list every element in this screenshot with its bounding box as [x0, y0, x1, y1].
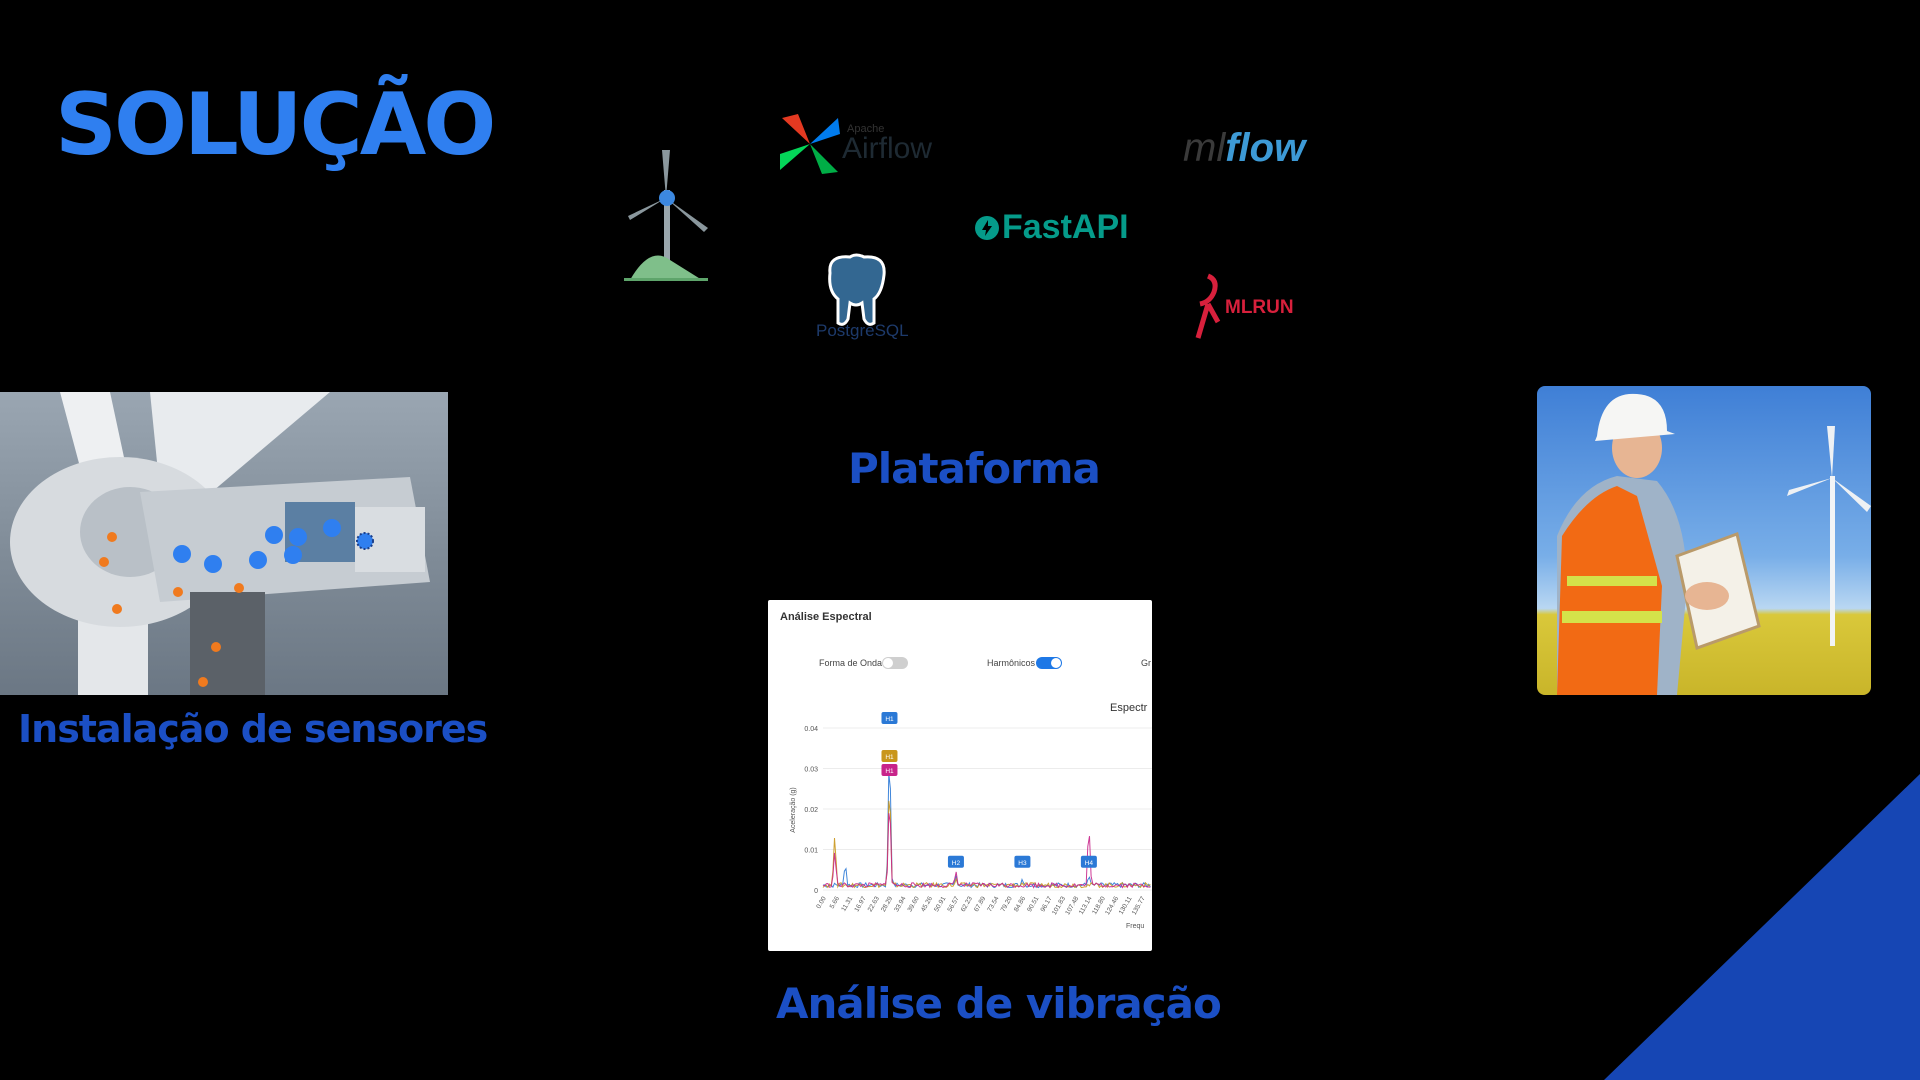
- sensor-dots-blue: [173, 519, 374, 573]
- sensor-dot: [249, 551, 267, 569]
- corner-triangle: [1604, 774, 1920, 1080]
- harmonic-marker: [881, 712, 898, 724]
- harmonic-marker: [1080, 855, 1097, 868]
- spectrum-chart: 0.04 0.03 0.02 0.01 0 Aceleração (g) 0.00 5.66 1…: [790, 712, 1152, 930]
- x-tick-label: 16.97: [853, 895, 867, 913]
- x-tick-label: 90.51: [1026, 895, 1040, 913]
- x-tick-label: 22.63: [867, 895, 881, 913]
- fastapi-logo-text: FastAPI: [1002, 208, 1129, 246]
- y-tick-label: 0: [814, 888, 818, 895]
- sensor-dot: [234, 583, 244, 593]
- x-tick-label: 62.23: [960, 895, 974, 913]
- sensor-dot: [112, 604, 122, 614]
- sensor-dot: [211, 642, 221, 652]
- sensor-dot: [173, 587, 183, 597]
- harmonic-marker: [947, 855, 964, 868]
- wind-turbine-logo: [620, 150, 712, 285]
- turbine-nacelle-image: [0, 392, 448, 695]
- nacelle-illustration: [10, 392, 430, 695]
- sensor-dot: [356, 532, 374, 550]
- x-tick-label: 135.77: [1131, 895, 1147, 916]
- platform-section-label: Plataforma: [848, 444, 1101, 493]
- mlflow-logo-ml: ml: [1183, 126, 1226, 170]
- y-tick-label: 0.01: [804, 848, 818, 855]
- x-tick-label: 0.00: [815, 895, 828, 910]
- sensor-dot: [284, 546, 302, 564]
- mlflow-logo: mlflow: [1183, 128, 1305, 168]
- sensor-dots-orange: [99, 532, 244, 687]
- toggle-harmonics[interactable]: [1036, 657, 1062, 669]
- toggle-knob: [883, 658, 893, 668]
- airflow-logo-text: Airflow: [842, 132, 933, 165]
- x-tick-label: 84.86: [1013, 895, 1027, 913]
- x-tick-label: 45.26: [920, 895, 934, 913]
- sensor-dot: [99, 557, 109, 567]
- series-line: [822, 773, 1151, 889]
- airflow-pinwheel-icon: [778, 112, 842, 176]
- slide-title: SOLUÇÃO: [55, 75, 496, 175]
- harmonic-marker: [881, 764, 898, 776]
- x-tick-label: 73.54: [986, 895, 1000, 913]
- airflow-logo-subtext: Apache: [847, 123, 885, 135]
- series-line: [822, 800, 1151, 889]
- sensor-dot: [107, 532, 117, 542]
- sensor-dot: [323, 519, 341, 537]
- postgresql-logo-text: PostgreSQL: [816, 321, 909, 340]
- sensor-dot: [204, 555, 222, 573]
- fastapi-bolt-icon: [975, 216, 999, 240]
- harmonic-marker-label: H1: [885, 768, 894, 775]
- x-tick-label: 33.94: [893, 895, 907, 913]
- blade-shape: [150, 392, 330, 502]
- field-engineer-photo: [1537, 386, 1871, 695]
- x-axis-label: Frequ: [1126, 923, 1144, 930]
- y-axis-label: Aceleração (g): [790, 787, 797, 833]
- x-tick-label: 28.29: [880, 895, 894, 913]
- y-tick-label: 0.02: [804, 807, 818, 814]
- x-tick-label: 79.20: [1000, 895, 1014, 913]
- x-tick-label: 56.57: [946, 895, 960, 913]
- toggle-harmonics-label: Harmônicos: [987, 658, 1036, 668]
- toggle-waveform[interactable]: [882, 657, 908, 669]
- x-tick-label: 67.89: [973, 895, 987, 913]
- mlrun-logo-icon: [1192, 272, 1224, 342]
- sensor-dot: [198, 677, 208, 687]
- harmonic-marker-label: H1: [885, 754, 894, 761]
- sensors-section-label: Instalação de sensores: [18, 707, 488, 751]
- engineer-illustration: [1557, 393, 1871, 695]
- spectral-analysis-card: Análise Espectral Forma de Onda Harmônic…: [768, 600, 1152, 951]
- sensor-dot: [289, 528, 307, 546]
- series-line: [822, 813, 1151, 889]
- y-tick-label: 0.03: [804, 767, 818, 774]
- x-tick-label: 5.66: [829, 895, 842, 910]
- harmonic-marker-label: H3: [1018, 860, 1027, 867]
- toggle-third-label: Gr: [1141, 658, 1151, 668]
- x-tick-label: 50.91: [933, 895, 947, 913]
- vibration-section-label: Análise de vibração: [776, 979, 1222, 1028]
- sensor-dot: [173, 545, 191, 563]
- sensor-dot: [265, 526, 283, 544]
- harmonic-marker-label: H4: [1085, 860, 1094, 867]
- x-tick-label: 39.60: [907, 895, 921, 913]
- harmonic-marker-label: H2: [952, 860, 961, 867]
- toggle-knob: [1051, 658, 1061, 668]
- corner-decoration: [1604, 774, 1920, 1080]
- wind-turbine-icon: [624, 150, 708, 281]
- harmonic-marker: [1014, 855, 1031, 868]
- mlrun-logo-text: MLRUN: [1225, 297, 1294, 318]
- y-tick-label: 0.04: [804, 726, 818, 733]
- spectrum-panel-title: Espectr: [1110, 702, 1148, 714]
- harmonic-marker-label: H1: [885, 716, 894, 723]
- mlflow-logo-flow: flow: [1225, 126, 1306, 170]
- spectral-card-title: Análise Espectral: [780, 611, 872, 623]
- toggle-waveform-label: Forma de Onda: [819, 658, 883, 668]
- postgresql-elephant-icon: [820, 253, 892, 329]
- harmonic-marker: [881, 750, 898, 762]
